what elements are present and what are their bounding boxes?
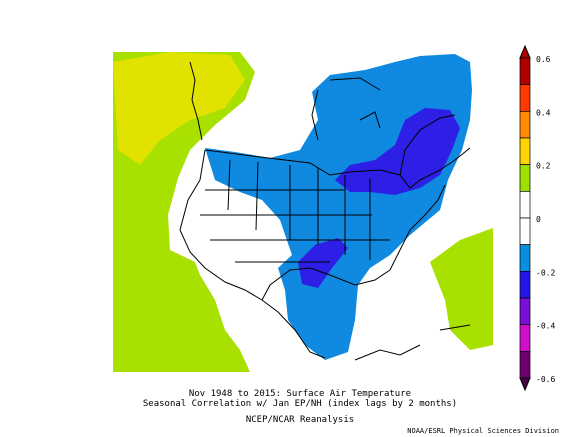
map-title-line-2: Seasonal Correlation w/ Jan EP/NH (index… — [142, 399, 458, 409]
map-subtitle: NCEP/NCAR Reanalysis — [245, 415, 355, 425]
political-boundaries — [179, 61, 471, 361]
positive-correlation-region-yukon — [113, 52, 245, 165]
strong-negative-core-northeast — [335, 108, 460, 195]
positive-correlation-region-atlantic — [430, 228, 493, 350]
map-title-line-1: Nov 1948 to 2015: Surface Air Temperatur… — [188, 389, 412, 399]
credit-label: NOAA/ESRL Physical Sciences Division — [407, 427, 559, 435]
strong-negative-core-plains — [298, 238, 348, 288]
